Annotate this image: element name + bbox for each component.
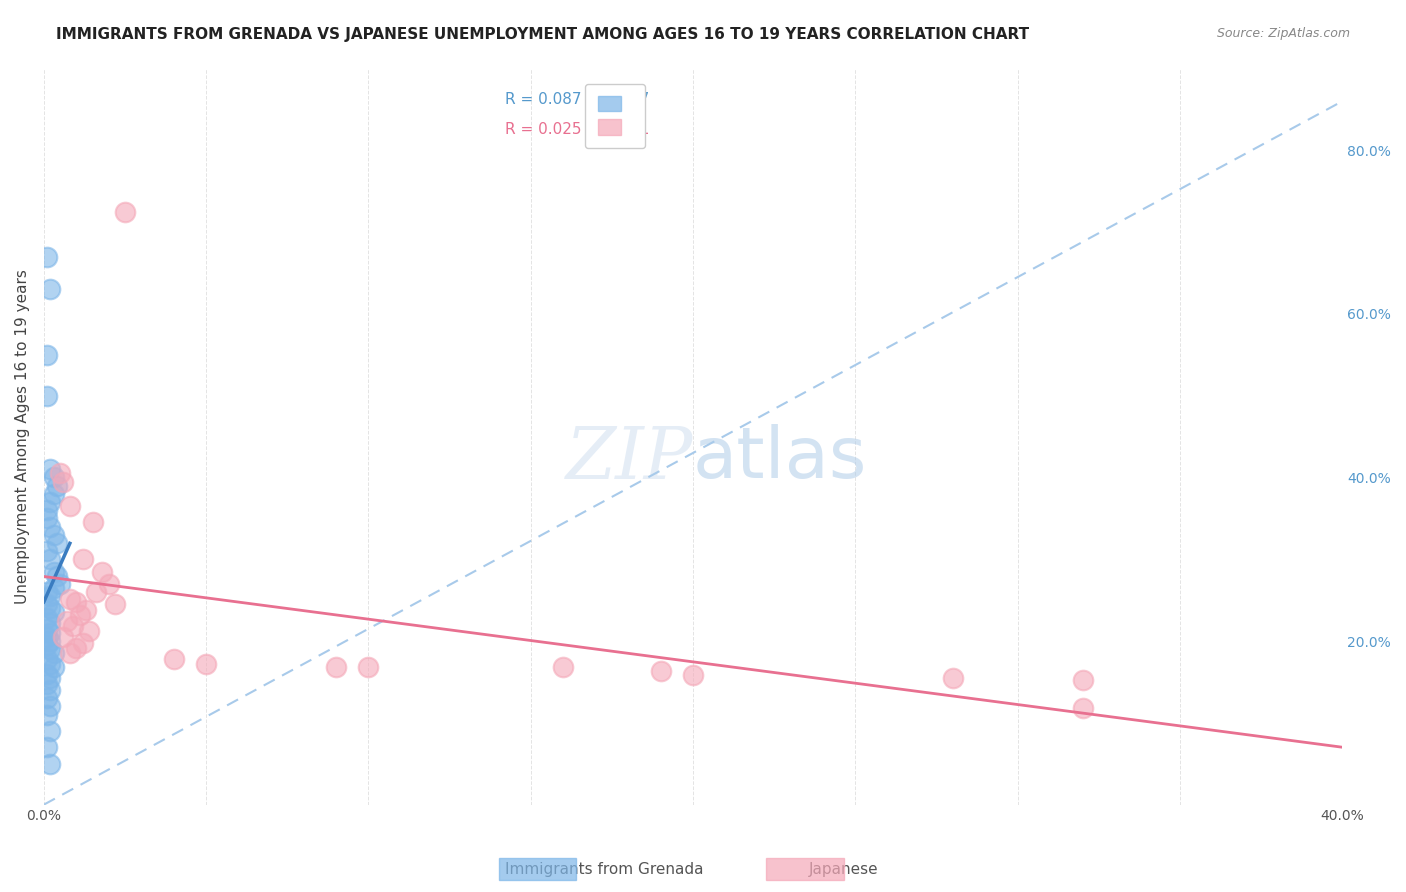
Point bbox=[97, 576, 120, 591]
Point bbox=[72, 552, 94, 566]
Point bbox=[59, 591, 82, 606]
Point bbox=[682, 668, 704, 682]
Point bbox=[42, 565, 65, 579]
Point bbox=[39, 495, 62, 509]
Point bbox=[45, 568, 67, 582]
Point bbox=[42, 487, 65, 501]
Point bbox=[650, 665, 672, 679]
Point bbox=[37, 740, 59, 755]
Point bbox=[39, 625, 62, 640]
Point bbox=[37, 348, 59, 362]
Point bbox=[942, 671, 965, 685]
Point bbox=[325, 660, 347, 674]
Point bbox=[69, 607, 91, 622]
Point bbox=[37, 544, 59, 558]
Point bbox=[37, 250, 59, 264]
Text: R = 0.087   N = 47: R = 0.087 N = 47 bbox=[505, 92, 650, 107]
Point bbox=[553, 660, 575, 674]
Point bbox=[104, 597, 127, 611]
Point bbox=[39, 462, 62, 476]
Point bbox=[37, 676, 59, 690]
Text: atlas: atlas bbox=[693, 425, 868, 493]
Point bbox=[65, 640, 87, 655]
Point bbox=[163, 652, 186, 666]
Point bbox=[37, 511, 59, 525]
Point bbox=[42, 470, 65, 484]
Point bbox=[39, 552, 62, 566]
Point bbox=[42, 606, 65, 620]
Point bbox=[39, 601, 62, 615]
Point bbox=[42, 581, 65, 595]
Point bbox=[59, 499, 82, 513]
Point bbox=[42, 527, 65, 541]
Point bbox=[39, 657, 62, 671]
Point bbox=[62, 619, 84, 633]
Point bbox=[42, 660, 65, 674]
Point bbox=[1071, 701, 1094, 715]
Point bbox=[45, 478, 67, 492]
Point bbox=[39, 589, 62, 603]
Point bbox=[37, 707, 59, 722]
Point bbox=[39, 519, 62, 533]
Point bbox=[37, 622, 59, 636]
Point bbox=[84, 585, 107, 599]
Point bbox=[114, 204, 136, 219]
Point bbox=[39, 642, 62, 657]
Point bbox=[39, 699, 62, 714]
Point bbox=[37, 638, 59, 652]
Point bbox=[49, 576, 72, 591]
Point bbox=[52, 630, 75, 644]
Point bbox=[55, 614, 77, 628]
Point bbox=[357, 660, 380, 674]
Point bbox=[52, 475, 75, 489]
Text: Japanese: Japanese bbox=[808, 863, 879, 877]
Point bbox=[39, 615, 62, 630]
Text: Source: ZipAtlas.com: Source: ZipAtlas.com bbox=[1216, 27, 1350, 40]
Point bbox=[195, 657, 218, 671]
Text: R = 0.025   N = 31: R = 0.025 N = 31 bbox=[505, 121, 650, 136]
Point bbox=[37, 597, 59, 611]
Point bbox=[39, 683, 62, 698]
Text: Immigrants from Grenada: Immigrants from Grenada bbox=[505, 863, 704, 877]
Point bbox=[37, 611, 59, 625]
Point bbox=[72, 635, 94, 649]
Point bbox=[37, 666, 59, 681]
Point bbox=[39, 634, 62, 648]
Point bbox=[82, 516, 104, 530]
Point bbox=[49, 467, 72, 481]
Point bbox=[37, 630, 59, 644]
Point bbox=[79, 624, 101, 639]
Point bbox=[39, 671, 62, 685]
Point bbox=[37, 652, 59, 666]
Point bbox=[59, 646, 82, 660]
Point bbox=[37, 503, 59, 517]
Y-axis label: Unemployment Among Ages 16 to 19 years: Unemployment Among Ages 16 to 19 years bbox=[15, 269, 30, 604]
Point bbox=[45, 536, 67, 550]
Point bbox=[39, 756, 62, 771]
Text: IMMIGRANTS FROM GRENADA VS JAPANESE UNEMPLOYMENT AMONG AGES 16 TO 19 YEARS CORRE: IMMIGRANTS FROM GRENADA VS JAPANESE UNEM… bbox=[56, 27, 1029, 42]
Point bbox=[42, 646, 65, 660]
Point bbox=[37, 585, 59, 599]
Point bbox=[1071, 673, 1094, 688]
Point bbox=[37, 691, 59, 706]
Point bbox=[39, 724, 62, 739]
Point bbox=[65, 595, 87, 609]
Text: ZIP: ZIP bbox=[565, 424, 693, 494]
Point bbox=[37, 389, 59, 403]
Legend: , : , bbox=[585, 84, 645, 147]
Point bbox=[91, 565, 114, 579]
Point bbox=[75, 603, 97, 617]
Point bbox=[39, 282, 62, 296]
